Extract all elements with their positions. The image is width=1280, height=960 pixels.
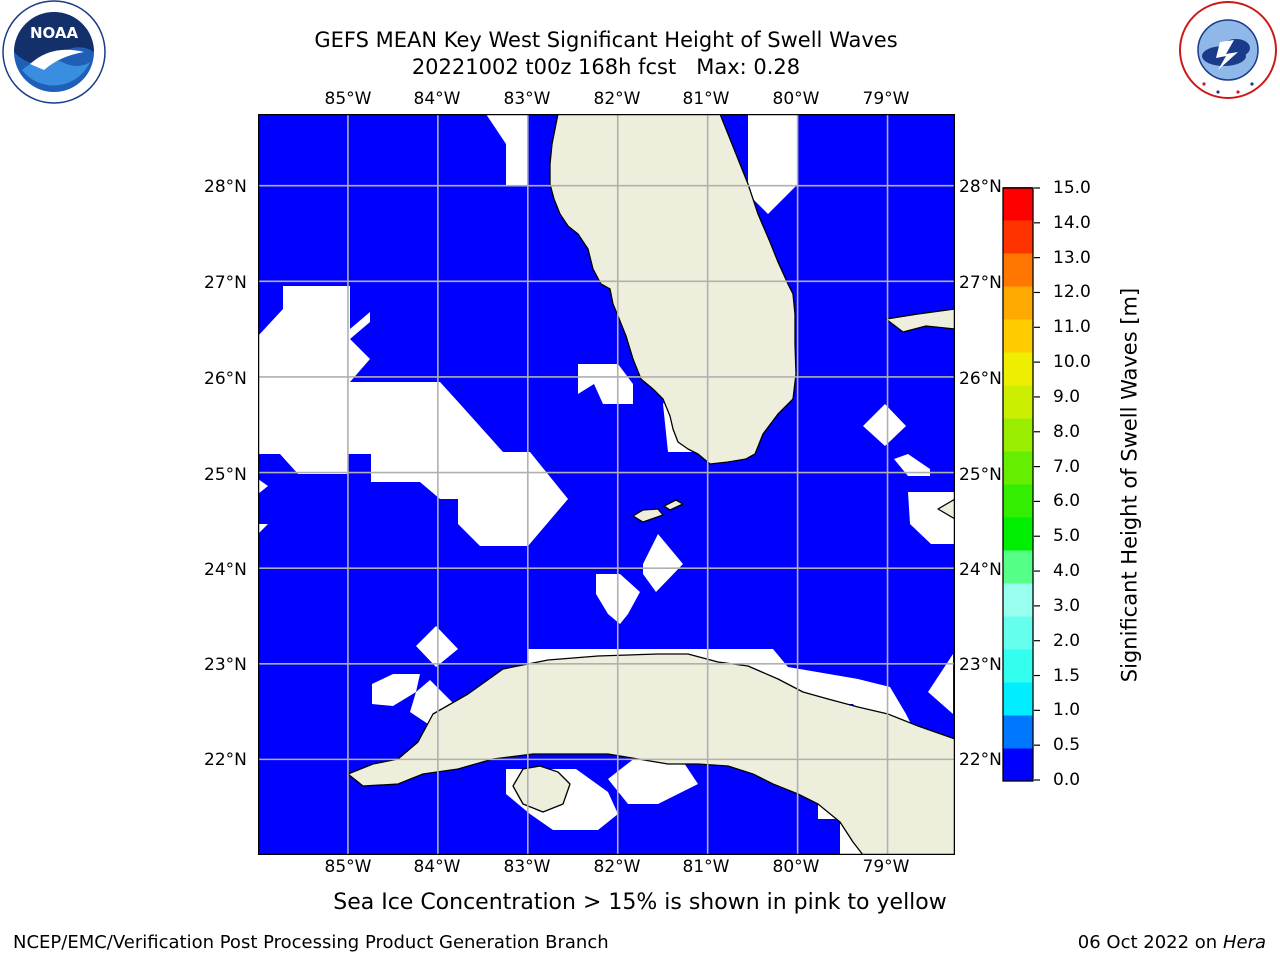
lat-label-right-22n: 22°N	[959, 750, 1002, 770]
chart-title: GEFS MEAN Key West Significant Height of…	[314, 28, 898, 52]
colorbar-swatch	[1003, 286, 1033, 320]
lon-label-top-81w: 81°W	[682, 89, 730, 109]
colorbar-swatch	[1003, 352, 1033, 386]
no-data-patch-4	[258, 524, 268, 534]
lat-label-left-27n: 27°N	[204, 273, 247, 293]
no-data-patch-17	[372, 674, 420, 706]
chart-subtitle: 20221002 t00z 168h fcst Max: 0.28	[411, 55, 801, 79]
colorbar-swatch	[1003, 583, 1033, 617]
lat-label-left-26n: 26°N	[204, 369, 247, 389]
colorbar-swatch	[1003, 418, 1033, 452]
colorbar-tick-label: 4.0	[1053, 561, 1081, 582]
footer-credit: NCEP/EMC/Verification Post Processing Pr…	[13, 932, 609, 953]
colorbar-tick-label: 13.0	[1053, 247, 1091, 268]
no-data-patch-14	[908, 492, 955, 544]
lat-label-right-24n: 24°N	[959, 560, 1002, 580]
colorbar	[1002, 187, 1040, 782]
colorbar-swatch	[1003, 748, 1033, 782]
lon-label-bottom-85w: 85°W	[324, 857, 372, 877]
colorbar-tick-label: 9.0	[1053, 386, 1081, 407]
colorbar-tick-label: 15.0	[1053, 178, 1091, 198]
lon-label-bottom-82w: 82°W	[593, 857, 641, 877]
colorbar-tick-label: 12.0	[1053, 282, 1091, 303]
colorbar-tick-label: 1.0	[1053, 700, 1081, 721]
no-data-patch-7	[643, 534, 683, 592]
lon-label-top-85w: 85°W	[324, 89, 372, 109]
colorbar-tick-label: 10.0	[1053, 352, 1091, 373]
no-data-patch-13	[894, 454, 930, 476]
no-data-patch-21	[608, 754, 698, 804]
colorbar-frame	[1002, 187, 1034, 782]
no-data-patch-0	[486, 114, 528, 186]
lon-label-top-80w: 80°W	[772, 89, 820, 109]
colorbar-swatch	[1003, 517, 1033, 551]
lon-label-bottom-83w: 83°W	[503, 857, 551, 877]
bahamas-land-0	[885, 308, 955, 333]
sea-ice-note: Sea Ice Concentration > 15% is shown in …	[333, 890, 947, 915]
no-data-patch-5	[578, 364, 633, 404]
colorbar-tick-label: 0.0	[1053, 770, 1081, 790]
colorbar-swatch	[1003, 550, 1033, 584]
colorbar-tick-label: 2.0	[1053, 630, 1081, 651]
lat-label-right-25n: 25°N	[959, 465, 1002, 485]
colorbar-tick-label: 11.0	[1053, 317, 1091, 338]
florida-keys-1	[663, 499, 684, 511]
map-plot	[258, 114, 955, 855]
no-data-patch-2	[258, 286, 568, 546]
no-data-patch-11	[928, 654, 953, 714]
map-frame	[258, 114, 955, 855]
colorbar-tick-label: 14.0	[1053, 212, 1091, 233]
bahamas-land-1	[937, 498, 955, 520]
lat-label-right-28n: 28°N	[959, 177, 1002, 197]
colorbar-tick-label: 3.0	[1053, 595, 1081, 616]
lon-label-bottom-80w: 80°W	[772, 857, 820, 877]
lon-label-top-83w: 83°W	[503, 89, 551, 109]
no-data-patch-12	[863, 404, 906, 446]
colorbar-tick-label: 8.0	[1053, 421, 1081, 442]
colorbar-swatch	[1003, 649, 1033, 683]
colorbar-tick-label: 5.0	[1053, 526, 1081, 547]
lat-label-right-27n: 27°N	[959, 273, 1002, 293]
nws-logo	[1179, 1, 1277, 99]
lat-label-right-26n: 26°N	[959, 369, 1002, 389]
lon-label-top-79w: 79°W	[862, 89, 910, 109]
colorbar-swatch	[1003, 715, 1033, 749]
colorbar-swatch	[1003, 385, 1033, 419]
lat-label-right-23n: 23°N	[959, 655, 1002, 675]
lon-label-bottom-81w: 81°W	[682, 857, 730, 877]
colorbar-swatch	[1003, 187, 1033, 221]
colorbar-tick-label: 1.5	[1053, 665, 1081, 686]
colorbar-swatch	[1003, 319, 1033, 353]
lat-label-left-24n: 24°N	[204, 560, 247, 580]
lon-label-top-84w: 84°W	[413, 89, 461, 109]
colorbar-title: Significant Height of Swell Waves [m]	[1117, 287, 1142, 683]
footer-date: 06 Oct 2022 on Hera	[1078, 932, 1266, 953]
lat-label-left-23n: 23°N	[204, 655, 247, 675]
lon-label-top-82w: 82°W	[593, 89, 641, 109]
colorbar-swatch	[1003, 220, 1033, 254]
colorbar-swatch	[1003, 484, 1033, 518]
florida-keys-0	[632, 508, 664, 523]
lon-label-bottom-79w: 79°W	[862, 857, 910, 877]
colorbar-swatch	[1003, 616, 1033, 650]
colorbar-swatch	[1003, 451, 1033, 485]
lat-label-left-22n: 22°N	[204, 750, 247, 770]
colorbar-swatch	[1003, 682, 1033, 716]
colorbar-tick-label: 0.5	[1053, 735, 1081, 756]
no-data-patch-3	[258, 479, 268, 494]
no-data-patch-1	[748, 114, 798, 214]
noaa-logo-text: NOAA	[30, 24, 79, 42]
lat-label-left-28n: 28°N	[204, 177, 247, 197]
colorbar-swatch	[1003, 253, 1033, 287]
footer-date-text: 06 Oct 2022 on	[1077, 932, 1218, 953]
map-gridlines	[258, 114, 955, 855]
noaa-logo: NOAA	[2, 0, 106, 104]
colorbar-tick-label: 6.0	[1053, 491, 1081, 512]
footer-host: Hera	[1222, 932, 1266, 953]
lat-label-left-25n: 25°N	[204, 465, 247, 485]
colorbar-tick-label: 7.0	[1053, 456, 1081, 477]
no-data-patch-9	[416, 626, 458, 667]
lon-label-bottom-84w: 84°W	[413, 857, 461, 877]
